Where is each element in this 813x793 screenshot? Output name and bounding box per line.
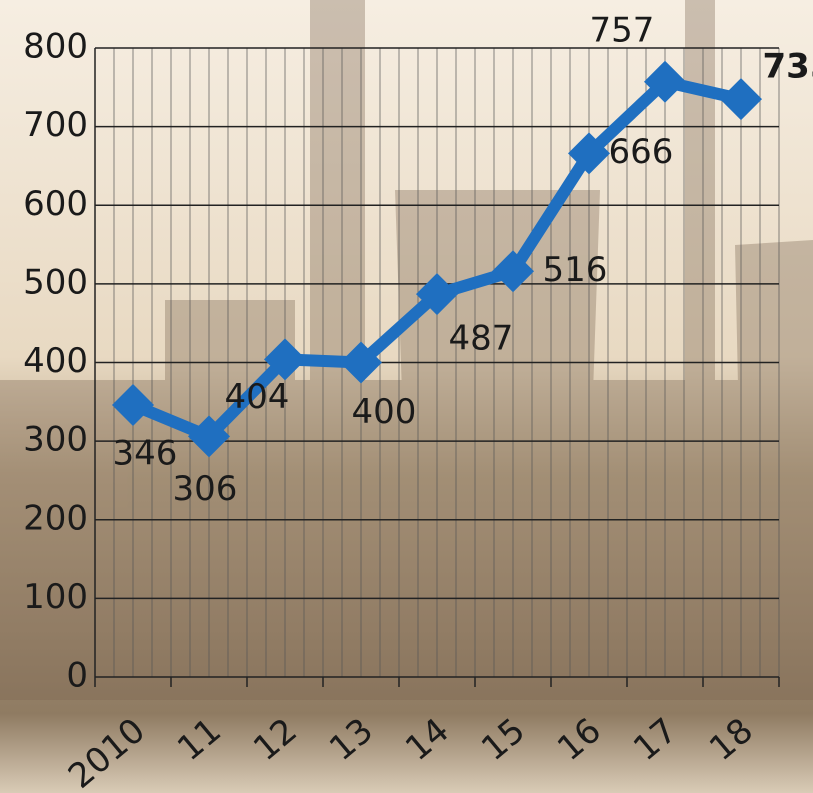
y-tick-label: 200 (23, 498, 88, 538)
data-label: 400 (352, 392, 417, 432)
y-tick-label: 0 (66, 656, 88, 696)
point (492, 250, 534, 293)
y-tick-label: 300 (23, 420, 88, 460)
data-label: 757 (590, 10, 655, 50)
data-label: 346 (113, 433, 178, 473)
point (340, 341, 382, 384)
data-label: 735 (763, 47, 813, 87)
data-label: 487 (449, 319, 514, 359)
y-tick-label: 400 (23, 341, 88, 381)
point (568, 132, 610, 175)
y-tick-label: 600 (23, 184, 88, 224)
point (264, 338, 306, 381)
y-tick-label: 800 (23, 27, 88, 67)
point (644, 60, 686, 103)
data-label: 666 (609, 132, 674, 172)
y-tick-label: 700 (23, 105, 88, 145)
y-tick-label: 500 (23, 262, 88, 302)
y-tick-label: 100 (23, 577, 88, 617)
point (720, 78, 762, 121)
point (112, 383, 154, 426)
point (416, 273, 458, 316)
background-scenery (0, 0, 813, 700)
point (188, 415, 230, 458)
data-label: 516 (543, 250, 608, 290)
data-label: 404 (225, 377, 290, 417)
data-label: 306 (173, 469, 238, 509)
